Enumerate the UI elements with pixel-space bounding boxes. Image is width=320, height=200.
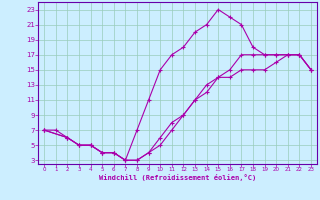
X-axis label: Windchill (Refroidissement éolien,°C): Windchill (Refroidissement éolien,°C)	[99, 174, 256, 181]
